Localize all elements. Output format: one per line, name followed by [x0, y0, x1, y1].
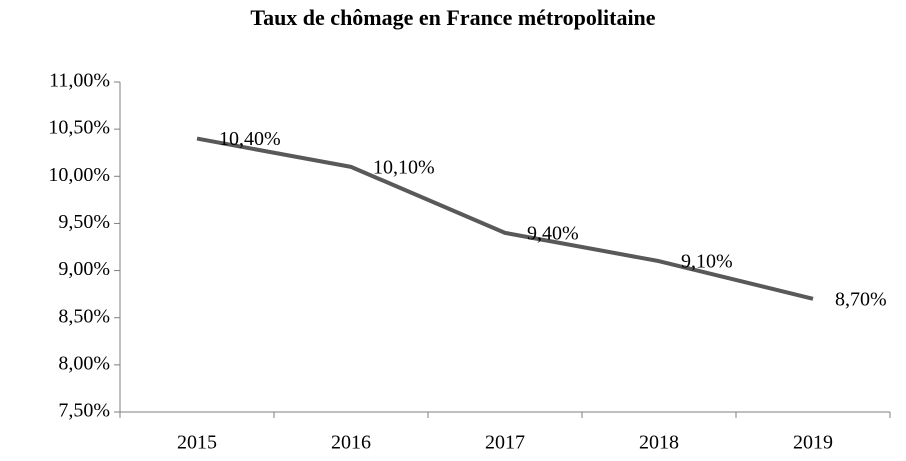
y-tick-label: 9,50%	[58, 211, 110, 233]
x-tick-label: 2015	[177, 432, 217, 454]
y-tick-label: 10,50%	[48, 117, 110, 139]
data-label: 9,10%	[681, 251, 733, 273]
y-tick-label: 10,00%	[48, 164, 110, 186]
x-tick-label: 2016	[331, 432, 371, 454]
x-tick-label: 2019	[793, 432, 833, 454]
y-tick-label: 8,50%	[58, 305, 110, 327]
data-label: 10,10%	[373, 156, 435, 178]
y-tick-label: 9,00%	[58, 258, 110, 280]
x-tick-label: 2018	[639, 432, 679, 454]
data-label: 9,40%	[527, 222, 579, 244]
data-label: 10,40%	[219, 128, 281, 150]
chart-title: Taux de chômage en France métropolitaine	[250, 5, 655, 30]
y-tick-label: 11,00%	[49, 70, 110, 92]
y-tick-label: 8,00%	[58, 352, 110, 374]
x-tick-label: 2017	[485, 432, 525, 454]
line	[196, 136, 814, 301]
data-label: 8,70%	[835, 288, 887, 310]
y-tick-label: 7,50%	[58, 400, 110, 422]
